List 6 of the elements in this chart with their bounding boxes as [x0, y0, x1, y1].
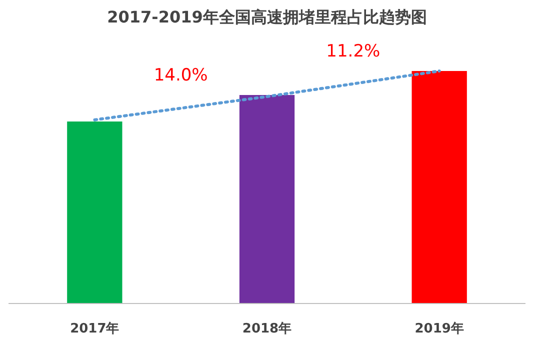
annotation: 14.0% [154, 66, 208, 86]
x-tick-label: 2017年 [70, 322, 120, 336]
x-tick-label: 2019年 [414, 322, 464, 336]
x-tick-label: 2018年 [242, 322, 292, 336]
chart-title: 2017-2019年全国高速拥堵里程占比趋势图 [107, 8, 427, 26]
text: 11.2% [326, 42, 380, 62]
